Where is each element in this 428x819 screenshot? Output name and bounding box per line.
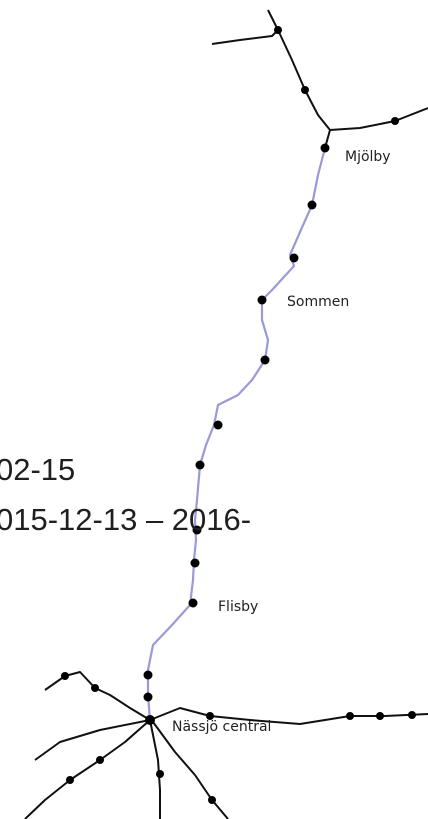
place-label: Nässjö central [172, 719, 271, 735]
route [146, 147, 327, 721]
overlay-text: 02-15 [0, 452, 75, 487]
place-label: Mjölby [345, 149, 391, 165]
place-label: Flisby [218, 599, 258, 615]
rail-lines [24, 9, 428, 819]
place-label: Sommen [287, 294, 349, 310]
overlay-text: 015-12-13 – 2016- [0, 502, 251, 537]
stations [61, 26, 416, 804]
